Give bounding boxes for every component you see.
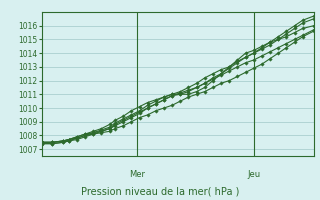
Text: Mer: Mer bbox=[129, 170, 145, 179]
Text: Jeu: Jeu bbox=[247, 170, 260, 179]
Text: Pression niveau de la mer( hPa ): Pression niveau de la mer( hPa ) bbox=[81, 186, 239, 196]
